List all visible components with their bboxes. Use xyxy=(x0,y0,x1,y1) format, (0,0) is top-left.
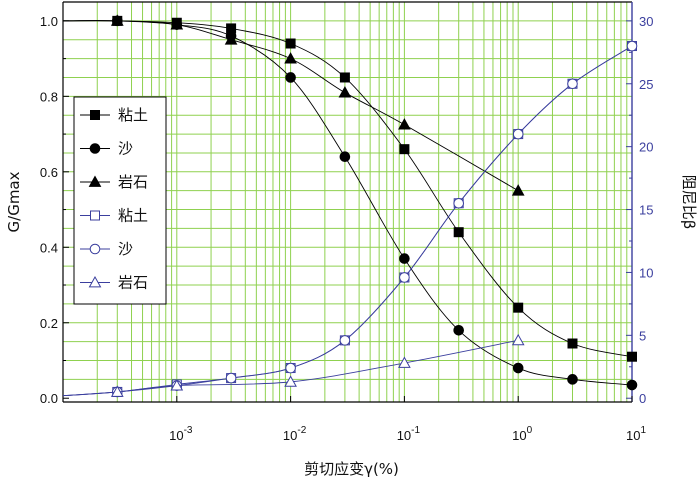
data-point xyxy=(399,272,410,283)
data-point xyxy=(399,144,410,155)
legend-box xyxy=(73,96,167,305)
legend-label: 岩石 xyxy=(118,173,148,191)
legend-marker xyxy=(89,243,101,255)
data-point xyxy=(285,38,296,49)
y-right-tick-label: 5 xyxy=(639,328,646,343)
legend-marker xyxy=(90,110,100,120)
y-right-tick-label: 20 xyxy=(639,140,653,155)
data-point xyxy=(284,375,297,387)
legend-marker xyxy=(89,143,101,154)
series-line xyxy=(62,20,633,358)
x-axis-title: 剪切应变γ(%) xyxy=(304,460,399,478)
data-point xyxy=(285,72,296,83)
data-point xyxy=(339,335,351,346)
data-point xyxy=(398,118,411,130)
data-point xyxy=(453,227,464,238)
legend-label: 沙 xyxy=(118,140,133,158)
legend-label: 沙 xyxy=(118,240,133,258)
y-left-axis-title: G/Gmax xyxy=(5,171,23,232)
legend-marker xyxy=(88,175,102,187)
y-right-tick-label: 0 xyxy=(639,391,646,406)
legend-label: 粘土 xyxy=(118,106,148,124)
data-point xyxy=(284,52,297,64)
x-tick-label: 101 xyxy=(626,425,646,443)
y-right-tick-label: 25 xyxy=(639,77,653,92)
x-tick-label: 10-1 xyxy=(397,425,421,443)
x-tick-label: 100 xyxy=(512,425,532,443)
data-point xyxy=(170,18,184,30)
series-group xyxy=(62,14,638,398)
data-point xyxy=(627,351,637,362)
y-left-tick-label: 0.4 xyxy=(40,240,58,255)
x-tick-label: 10-2 xyxy=(283,425,307,443)
data-point xyxy=(339,151,351,163)
legend-label: 岩石 xyxy=(118,274,148,292)
data-point xyxy=(170,379,184,391)
data-point xyxy=(224,33,238,45)
data-point xyxy=(453,325,464,336)
y-left-tick-label: 0.8 xyxy=(40,89,58,104)
data-point xyxy=(567,338,578,349)
data-point xyxy=(285,362,296,374)
data-point xyxy=(567,374,578,385)
axis-labels: 剪切应变γ(%) G/Gmax 阻尼比β xyxy=(5,171,698,478)
axes: 0.0 0.2 0.4 0.6 0.8 1.0 0 5 10 15 20 25 30 10-3 10-2 10… xyxy=(40,1,653,443)
data-point xyxy=(626,379,638,391)
data-point xyxy=(626,40,638,52)
y-right-axis-title: 阻尼比β xyxy=(680,175,698,230)
data-point xyxy=(453,197,464,209)
data-point xyxy=(399,253,410,264)
data-point xyxy=(513,302,524,313)
y-left-tick-label: 1.0 xyxy=(40,14,58,29)
data-point xyxy=(110,14,124,26)
data-point xyxy=(398,356,411,368)
x-tick-label: 10-3 xyxy=(169,425,193,443)
data-point xyxy=(512,362,524,374)
series-damping-5 xyxy=(62,333,525,397)
data-point xyxy=(339,72,350,83)
data-point xyxy=(512,128,524,140)
data-point xyxy=(511,333,525,346)
grid xyxy=(63,2,632,402)
legend-marker xyxy=(88,275,102,288)
legend-marker xyxy=(90,210,100,221)
data-point xyxy=(110,385,124,397)
data-point xyxy=(511,184,525,196)
series-modulus-0 xyxy=(62,15,637,362)
series-modulus-2 xyxy=(62,14,525,196)
data-point xyxy=(338,86,352,98)
y-right-tick-label: 10 xyxy=(639,265,653,280)
legend-label: 粘土 xyxy=(118,207,148,225)
data-point xyxy=(567,78,578,90)
y-left-tick-label: 0.6 xyxy=(40,165,58,180)
y-left-tick-label: 0.0 xyxy=(40,391,58,406)
y-left-tick-label: 0.2 xyxy=(40,316,58,331)
data-point xyxy=(225,372,237,384)
y-right-tick-label: 15 xyxy=(639,203,653,218)
y-right-tick-label: 30 xyxy=(639,14,653,29)
